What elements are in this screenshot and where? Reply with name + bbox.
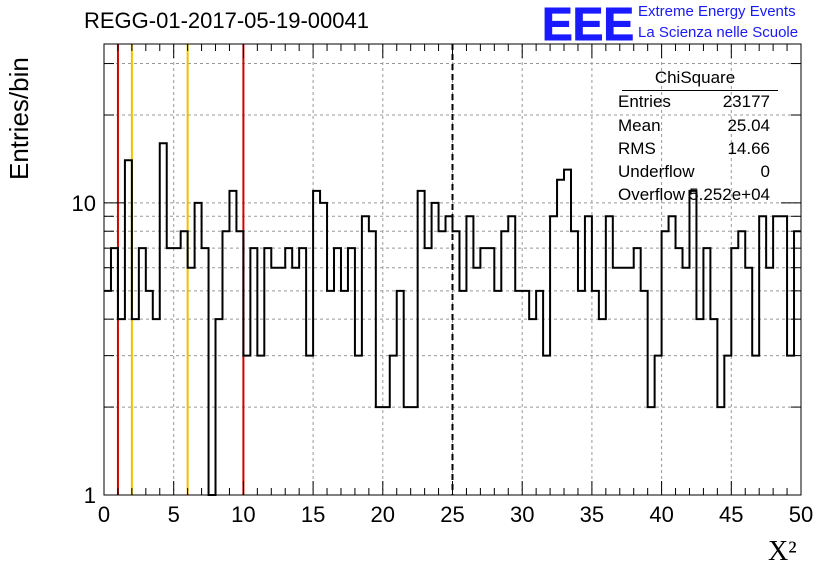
stats-value: 5.252e+04 xyxy=(689,185,770,204)
y-tick-label: 10 xyxy=(72,191,96,216)
stats-key: Underflow xyxy=(618,162,695,181)
y-tick-label: 1 xyxy=(84,483,96,508)
histogram-series xyxy=(104,142,801,496)
x-tick-label: 45 xyxy=(719,502,743,527)
stats-key: RMS xyxy=(618,139,656,158)
plot-frame xyxy=(103,43,802,496)
x-tick-label: 25 xyxy=(440,502,464,527)
stats-row-rms: RMS 14.66 xyxy=(618,139,770,163)
logo-line-2: La Scienza nelle Scuole xyxy=(638,24,799,41)
stats-value: 25.04 xyxy=(727,116,770,135)
stats-divider xyxy=(622,90,778,91)
stats-key: Mean xyxy=(618,116,661,135)
stats-value: 0 xyxy=(760,162,770,181)
x-tick-label: 5 xyxy=(168,502,180,527)
reference-lines xyxy=(116,44,454,495)
stats-row-entries: Entries 23177 xyxy=(618,92,770,116)
stats-row-mean: Mean 25.04 xyxy=(618,116,770,140)
x-tick-label: 35 xyxy=(580,502,604,527)
x-tick-label: 50 xyxy=(789,502,813,527)
logo-line-1: Extreme Energy Events xyxy=(638,3,796,20)
x-tick-label: 15 xyxy=(301,502,325,527)
axis-ticks xyxy=(103,44,802,496)
eee-logo: EEE xyxy=(542,2,635,46)
stats-value: 14.66 xyxy=(727,139,770,158)
x-tick-label: 30 xyxy=(510,502,534,527)
stats-box: ChiSquare Entries 23177 Mean 25.04 RMS 1… xyxy=(612,66,778,206)
stats-row-overflow: Overflow 5.252e+04 xyxy=(618,185,770,209)
x-tick-label: 20 xyxy=(371,502,395,527)
stats-key: Overflow xyxy=(618,185,686,204)
stats-value: 23177 xyxy=(722,92,770,111)
x-tick-label: 0 xyxy=(98,502,110,527)
chart-title: REGG-01-2017-05-19-00041 xyxy=(84,8,369,33)
x-tick-label: 10 xyxy=(231,502,255,527)
y-axis-label: Entries/bin xyxy=(4,57,34,180)
stats-row-underflow: Underflow 0 xyxy=(618,162,770,186)
stats-key: Entries xyxy=(618,92,671,111)
x-axis-label: X² xyxy=(768,536,797,567)
x-tick-label: 40 xyxy=(649,502,673,527)
svg-text:EEE: EEE xyxy=(542,2,634,46)
stats-title: ChiSquare xyxy=(654,68,736,87)
tick-labels: 0 5 10 15 20 25 30 35 40 45 50 1 10 xyxy=(72,191,814,527)
